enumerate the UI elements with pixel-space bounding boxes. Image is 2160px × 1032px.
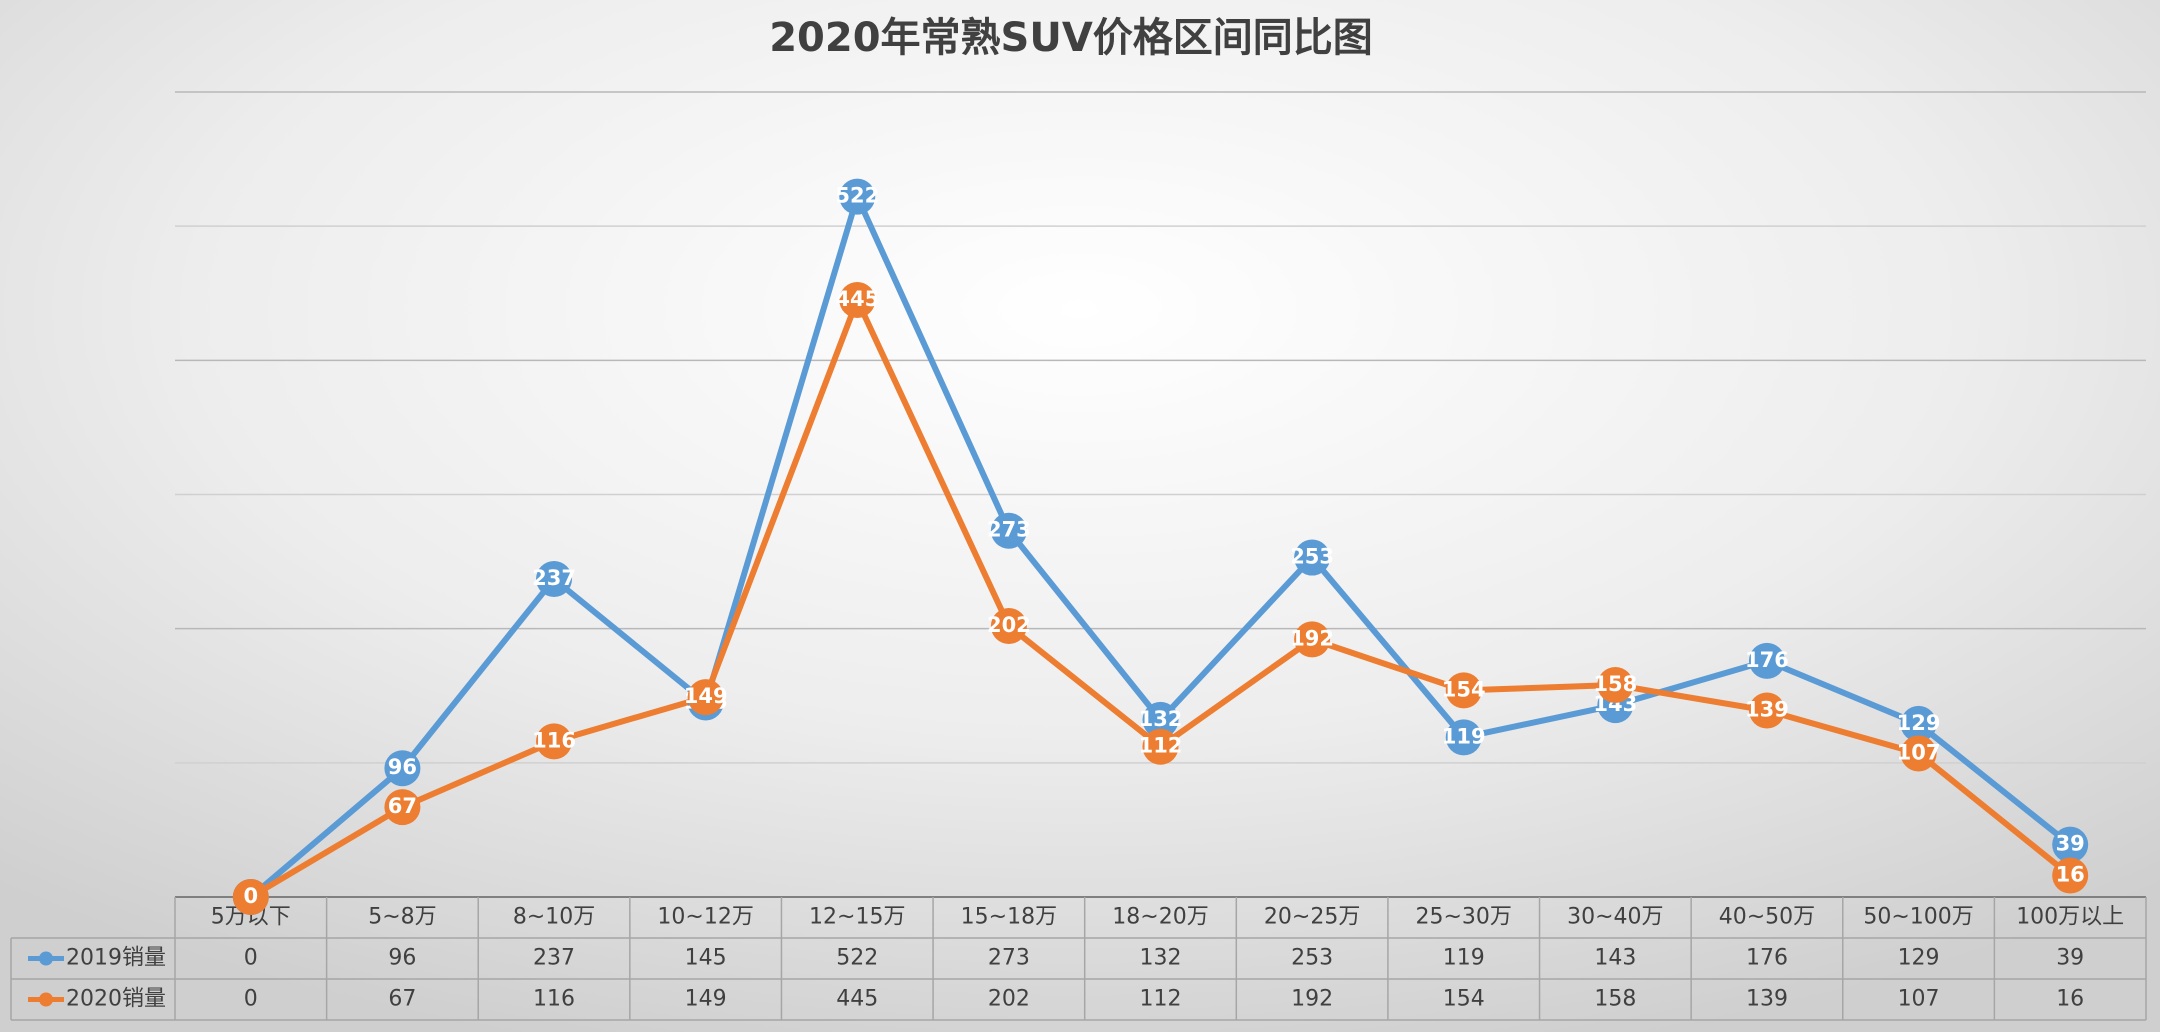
- data-label: 176: [1745, 648, 1789, 672]
- table-cell: 96: [388, 946, 416, 971]
- table-cell: 237: [533, 946, 575, 971]
- table-cell: 192: [1291, 987, 1333, 1012]
- table-cell: 253: [1291, 946, 1333, 971]
- data-label: 67: [388, 794, 417, 818]
- marker: [990, 512, 1027, 549]
- marker: [536, 561, 573, 598]
- x-tick-label: 50~100万: [1863, 905, 1973, 930]
- data-label: 158: [1593, 672, 1637, 696]
- data-label: 16: [2056, 863, 2085, 887]
- marker: [1748, 642, 1785, 679]
- data-label: 202: [987, 613, 1031, 637]
- marker: [1142, 701, 1179, 738]
- marker: [1142, 728, 1179, 765]
- table-cell: 67: [388, 987, 416, 1012]
- data-label: 107: [1897, 740, 1941, 764]
- data-label: 273: [987, 518, 1031, 542]
- x-tick-label: 30~40万: [1567, 905, 1663, 930]
- marker: [384, 789, 421, 826]
- marker: [232, 879, 269, 915]
- table-cell: 202: [988, 987, 1030, 1012]
- table-cell: 145: [685, 946, 727, 971]
- table-cell: 522: [836, 946, 878, 971]
- x-tick-label: 18~20万: [1112, 905, 1208, 930]
- table-cell: 0: [244, 946, 258, 971]
- x-tick-label: 5~8万: [368, 905, 436, 930]
- marker: [839, 178, 876, 215]
- marker: [536, 723, 573, 760]
- table-cell: 154: [1443, 987, 1485, 1012]
- table-cell: 158: [1594, 987, 1636, 1012]
- table-cell: 119: [1443, 946, 1485, 971]
- data-label: 119: [1442, 724, 1486, 748]
- data-label: 96: [388, 755, 417, 779]
- legend-marker: [39, 992, 53, 1007]
- data-label: 192: [1290, 626, 1334, 650]
- x-tick-label: 40~50万: [1719, 905, 1815, 930]
- marker: [2052, 826, 2089, 863]
- x-tick-label: 12~15万: [809, 905, 905, 930]
- marker: [1294, 621, 1331, 658]
- marker: [1748, 692, 1785, 729]
- x-tick-label: 25~30万: [1416, 905, 1512, 930]
- data-label: 132: [1139, 707, 1183, 731]
- marker: [839, 281, 876, 318]
- table-cell: 176: [1746, 946, 1788, 971]
- data-label: 39: [2056, 832, 2085, 856]
- marker: [1445, 672, 1482, 709]
- legend-label: 2020销量: [66, 987, 166, 1012]
- x-tick-label: 15~18万: [961, 905, 1057, 930]
- table-cell: 139: [1746, 987, 1788, 1012]
- x-tick-label: 100万以上: [2016, 905, 2124, 930]
- table-cell: 39: [2056, 946, 2084, 971]
- table-cell: 273: [988, 946, 1030, 971]
- marker: [1900, 735, 1937, 772]
- marker: [2052, 857, 2089, 894]
- data-label: 445: [835, 287, 879, 311]
- table-cell: 129: [1898, 946, 1940, 971]
- legend-marker: [39, 951, 53, 966]
- data-label: 154: [1442, 677, 1486, 701]
- data-label: 0: [243, 884, 258, 908]
- x-tick-label: 20~25万: [1264, 905, 1360, 930]
- data-label: 149: [684, 684, 728, 708]
- data-label: 116: [532, 728, 576, 752]
- marker: [1294, 539, 1331, 576]
- table-cell: 116: [533, 987, 575, 1012]
- data-label: 139: [1745, 698, 1789, 722]
- table-cell: 132: [1140, 946, 1182, 971]
- marker: [990, 607, 1027, 644]
- table-cell: 107: [1898, 987, 1940, 1012]
- marker: [1900, 705, 1937, 742]
- data-label: 112: [1139, 734, 1183, 758]
- table-cell: 16: [2056, 987, 2084, 1012]
- table-cell: 112: [1140, 987, 1182, 1012]
- chart-title: 2020年常熟SUV价格区间同比图: [769, 15, 1373, 61]
- table-cell: 445: [836, 987, 878, 1012]
- table-cell: 143: [1594, 946, 1636, 971]
- legend-label: 2019销量: [66, 946, 166, 971]
- marker: [384, 750, 421, 787]
- data-label: 237: [532, 566, 576, 590]
- marker: [687, 679, 724, 716]
- x-tick-label: 10~12万: [657, 905, 753, 930]
- data-label: 522: [835, 184, 879, 208]
- data-label: 253: [1290, 545, 1334, 569]
- x-tick-label: 8~10万: [513, 905, 595, 930]
- marker: [1445, 719, 1482, 756]
- marker: [1597, 667, 1634, 704]
- table-cell: 0: [244, 987, 258, 1012]
- data-label: 129: [1897, 711, 1941, 735]
- table-cell: 149: [685, 987, 727, 1012]
